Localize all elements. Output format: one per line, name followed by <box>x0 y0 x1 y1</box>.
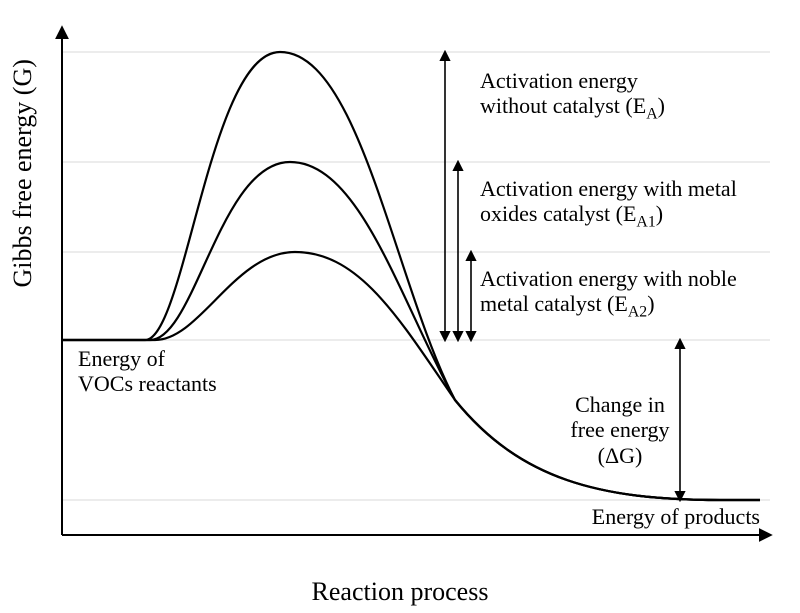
label-ea1-line1: Activation energy with metal <box>480 176 737 201</box>
label-reactants-line2: VOCs reactants <box>78 371 217 396</box>
x-axis-label: Reaction process <box>0 577 800 607</box>
label-products: Energy of products <box>592 504 760 529</box>
label-ea: Activation energy without catalyst (EA) <box>480 68 780 124</box>
label-ea-line2: without catalyst (EA) <box>480 93 665 118</box>
label-ea2-line2: metal catalyst (EA2) <box>480 291 655 316</box>
energy-diagram: Gibbs free energy (G) Reaction process E… <box>0 0 800 613</box>
label-ea-line1: Activation energy <box>480 68 638 93</box>
label-ea1-line2: oxides catalyst (EA1) <box>480 201 663 226</box>
label-dg-line2: free energy (ΔG) <box>570 417 669 467</box>
label-ea2-line1: Activation energy with noble <box>480 266 737 291</box>
y-axis-label: Gibbs free energy (G) <box>8 59 38 287</box>
label-ea2: Activation energy with noble metal catal… <box>480 266 780 322</box>
label-ea1: Activation energy with metal oxides cata… <box>480 176 780 232</box>
label-reactants-line1: Energy of <box>78 346 165 371</box>
label-reactants: Energy of VOCs reactants <box>78 346 217 397</box>
label-delta-g: Change in free energy (ΔG) <box>555 392 685 468</box>
label-dg-line1: Change in <box>575 392 665 417</box>
